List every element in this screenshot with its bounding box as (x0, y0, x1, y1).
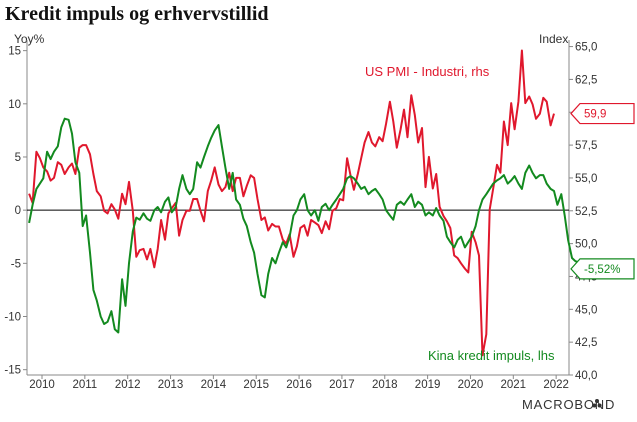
chart-title: Kredit impuls og erhvervstillid (5, 3, 269, 25)
x-tick-label: 2018 (372, 379, 398, 391)
x-tick-label: 2011 (72, 379, 97, 391)
left-axis-label: Yoy% (14, 32, 45, 46)
right-tick-label: 65,0 (575, 42, 597, 54)
us-pmi-series-label: US PMI - Industri, rhs (365, 64, 490, 79)
macrobond-logo: MACROBOND (522, 397, 615, 412)
china-credit-series-label: Kina kredit impuls, lhs (428, 348, 555, 363)
axes: 151050-5-10-1565,062,560,057,555,052,550… (4, 40, 597, 391)
us-pmi-last-value: 59,9 (584, 109, 606, 121)
china-credit-last-value-box (570, 258, 635, 280)
brand-text: MACROBOND (522, 397, 615, 412)
right-tick-label: 40,0 (575, 370, 597, 382)
left-tick-label: 0 (15, 205, 21, 217)
left-tick-label: 5 (15, 152, 21, 164)
x-tick-label: 2015 (243, 379, 269, 391)
x-tick-label: 2016 (286, 379, 312, 391)
left-tick-label: -15 (4, 365, 21, 377)
x-tick-label: 2020 (458, 379, 484, 391)
x-tick-label: 2019 (415, 379, 441, 391)
right-tick-label: 52,5 (575, 206, 597, 218)
left-tick-label: 15 (8, 46, 21, 58)
x-tick-label: 2013 (158, 379, 184, 391)
series-labels: US PMI - Industri, rhs Kina kredit impuls… (365, 64, 635, 363)
right-tick-label: 45,0 (575, 304, 597, 316)
us-pmi-line (28, 49, 555, 357)
logo-dot (592, 403, 597, 408)
right-tick-label: 62,5 (575, 74, 597, 86)
x-tick-label: 2012 (115, 379, 141, 391)
left-tick-label: 10 (8, 99, 21, 111)
right-axis-label: Index (539, 32, 568, 46)
x-tick-label: 2022 (543, 379, 569, 391)
x-tick-label: 2014 (201, 379, 227, 391)
china-credit-last-value: -5,52% (584, 264, 620, 276)
x-tick-label: 2021 (501, 379, 527, 391)
logo-dot (595, 399, 599, 403)
left-tick-label: -10 (4, 312, 21, 324)
right-tick-label: 50,0 (575, 239, 597, 251)
logo-dot (597, 403, 602, 408)
right-tick-label: 57,5 (575, 140, 597, 152)
right-tick-label: 55,0 (575, 173, 597, 185)
x-tick-label: 2017 (329, 379, 355, 391)
series-layer (28, 49, 587, 357)
left-tick-label: -5 (11, 258, 21, 270)
x-tick-label: 2010 (29, 379, 55, 391)
china-credit-impulse-line (28, 117, 580, 334)
us-pmi-last-value-box (570, 102, 635, 125)
right-tick-label: 42,5 (575, 337, 597, 349)
